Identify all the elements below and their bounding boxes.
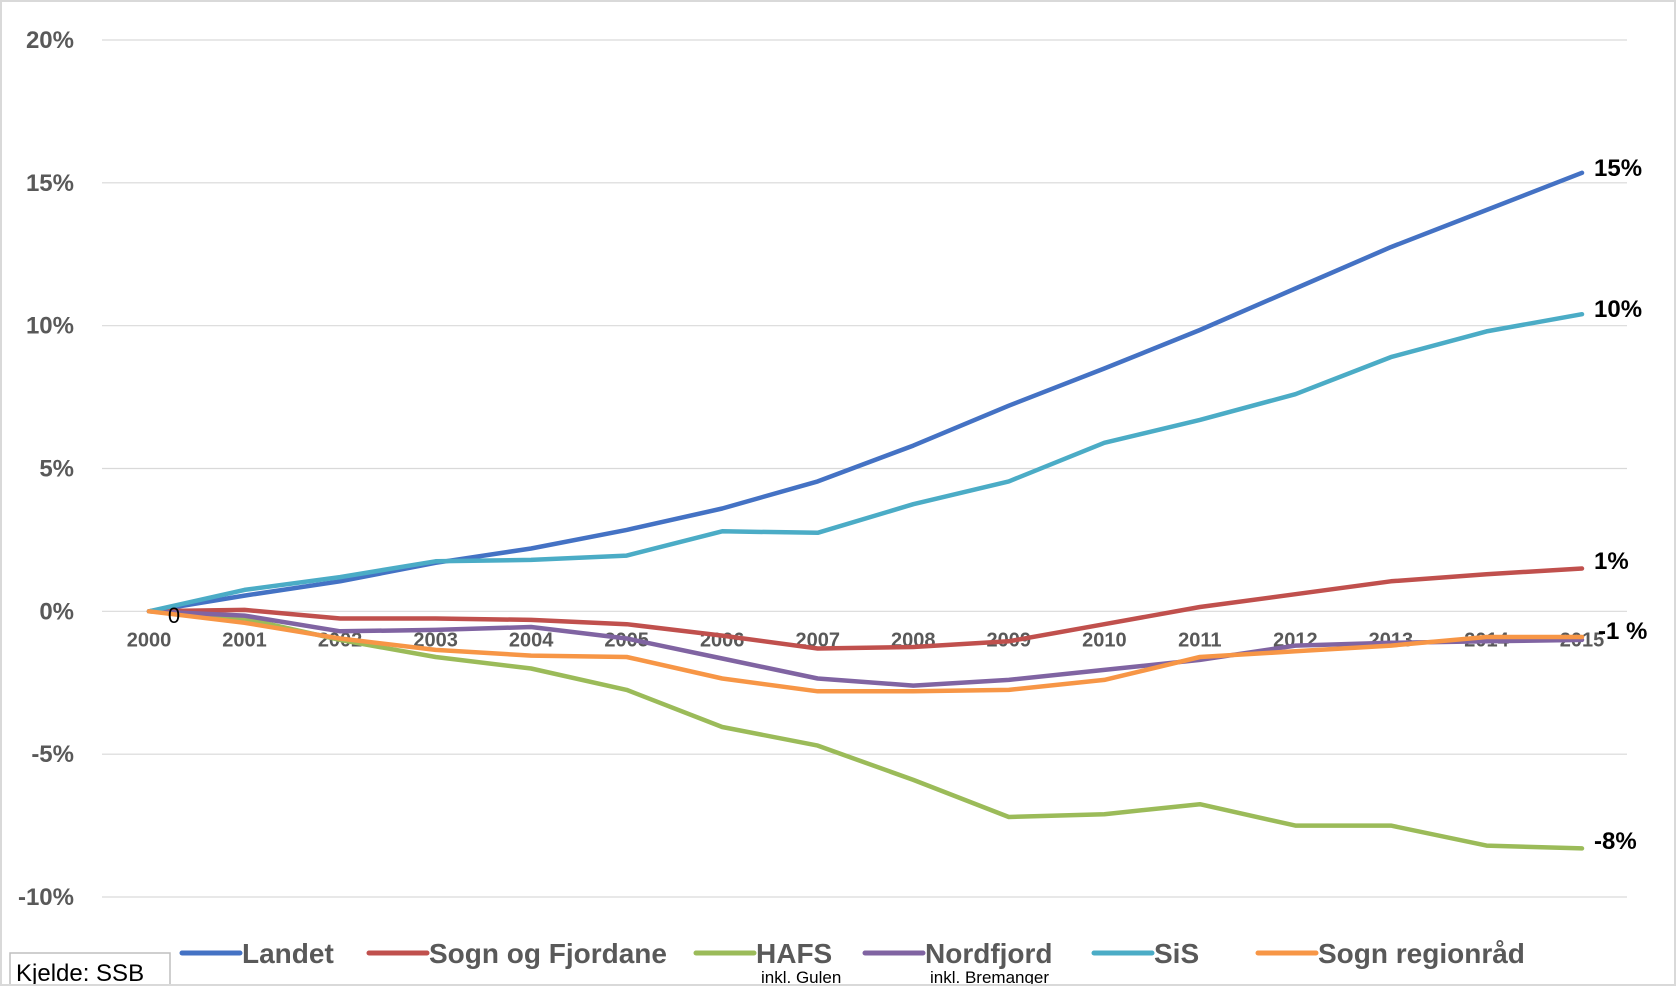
legend-label: Nordfjord: [925, 938, 1053, 969]
x-tick-label: 2004: [509, 629, 554, 651]
end-label: 10%: [1594, 296, 1642, 323]
grid-lines: [102, 40, 1627, 897]
series-lines: [149, 173, 1582, 849]
legend-label: Landet: [242, 938, 334, 969]
legend-label: HAFS: [756, 938, 832, 969]
y-tick-label: 5%: [39, 456, 74, 483]
y-axis-ticks: 20% 15% 10% 5% 0% -5% -10%: [18, 27, 74, 911]
end-labels: 15% 1% -8% -1 % 10%: [1594, 155, 1647, 855]
y-tick-label: 20%: [26, 27, 74, 54]
y-tick-label: -5%: [31, 741, 74, 768]
legend-sub-label: inkl. Bremanger: [930, 968, 1049, 984]
end-label: 15%: [1594, 155, 1642, 182]
y-tick-label: -10%: [18, 884, 74, 911]
series-line-sogn-regionr-d: [149, 611, 1582, 691]
legend-label: Sogn og Fjordane: [429, 938, 667, 969]
origin-data-label: 0: [168, 603, 180, 628]
source-text: Kjelde: SSB: [16, 960, 144, 984]
series-line-sogn-og-fjordane: [149, 569, 1582, 649]
legend-sub-label: inkl. Gulen: [761, 968, 841, 984]
source-note: Kjelde: SSB: [10, 953, 170, 984]
x-tick-label: 2000: [127, 629, 172, 651]
end-label: -8%: [1594, 828, 1637, 855]
x-tick-label: 2001: [222, 629, 267, 651]
y-tick-label: 10%: [26, 313, 74, 340]
legend-label: Sogn regionråd: [1318, 938, 1525, 969]
series-line-landet: [149, 173, 1582, 612]
legend-label: SiS: [1154, 938, 1199, 969]
y-tick-label: 15%: [26, 170, 74, 197]
end-label: -1 %: [1598, 618, 1647, 645]
x-tick-label: 2011: [1178, 629, 1221, 651]
y-tick-label: 0%: [39, 598, 74, 625]
x-tick-label: 2010: [1082, 629, 1127, 651]
end-label: 1%: [1594, 548, 1629, 575]
